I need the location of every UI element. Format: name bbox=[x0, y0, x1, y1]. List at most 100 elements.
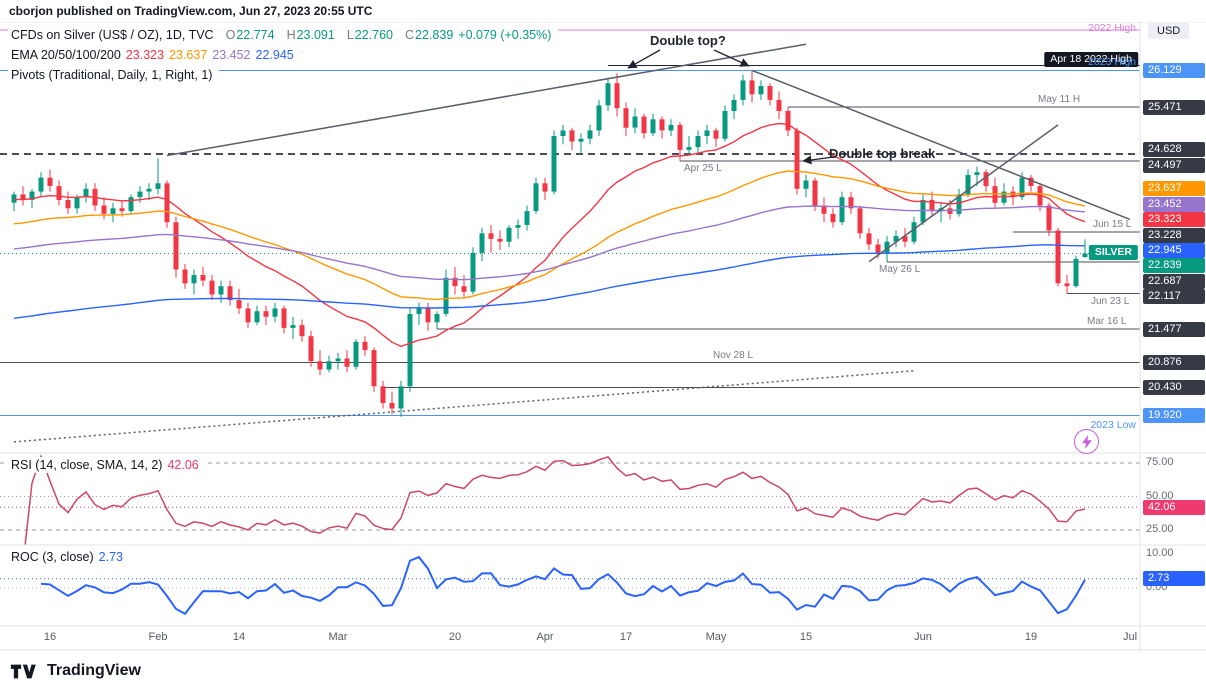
candle bbox=[893, 230, 899, 248]
currency-toggle[interactable]: USD bbox=[1148, 23, 1190, 39]
candle bbox=[605, 77, 611, 111]
candle bbox=[686, 136, 692, 156]
roc-legend: ROC (3, close) 2.73 bbox=[8, 549, 130, 565]
candle bbox=[290, 316, 296, 339]
lightning-icon bbox=[1081, 434, 1092, 449]
candle bbox=[767, 83, 773, 106]
candle bbox=[218, 280, 224, 303]
candle bbox=[983, 169, 989, 192]
trendline bbox=[13, 369, 915, 443]
candle bbox=[461, 275, 467, 298]
ema-20-value: 23.323 bbox=[125, 48, 165, 62]
ema-50-value: 23.637 bbox=[169, 48, 208, 62]
publish-info: cborjon published on TradingView.com, Ju… bbox=[9, 4, 373, 18]
candle bbox=[200, 266, 206, 287]
candle bbox=[866, 227, 872, 250]
candle bbox=[695, 130, 701, 153]
price-axis[interactable] bbox=[1140, 22, 1206, 650]
candle bbox=[308, 330, 314, 367]
candle bbox=[551, 130, 557, 195]
candle bbox=[335, 352, 341, 370]
roc-line bbox=[40, 555, 1086, 616]
candle bbox=[380, 380, 386, 409]
candle bbox=[659, 116, 665, 139]
ema-100-value: 23.452 bbox=[212, 48, 251, 62]
candle bbox=[830, 208, 836, 228]
trendline bbox=[868, 124, 1059, 263]
candle bbox=[614, 73, 620, 117]
candle bbox=[1073, 255, 1079, 288]
candle bbox=[740, 74, 746, 106]
candle bbox=[506, 225, 512, 248]
candle bbox=[785, 107, 791, 136]
time-axis[interactable] bbox=[0, 626, 1140, 650]
candle bbox=[299, 319, 305, 342]
candle bbox=[389, 391, 395, 415]
rsi-legend: RSI (14, close, SMA, 14, 2) 42.06 bbox=[8, 457, 206, 473]
candle bbox=[524, 205, 530, 231]
high-label: H bbox=[286, 28, 296, 42]
candle bbox=[155, 158, 161, 195]
ema-50-line bbox=[13, 170, 1086, 301]
tradingview-logo-icon bbox=[10, 664, 36, 678]
ema-legend: EMA 20/50/100/200 23.323 23.637 23.452 2… bbox=[8, 47, 301, 63]
low-label: L bbox=[346, 28, 354, 42]
candle bbox=[83, 183, 89, 203]
publish-header: cborjon published on TradingView.com, Ju… bbox=[0, 0, 1206, 22]
candle bbox=[650, 113, 656, 136]
candle bbox=[902, 227, 908, 248]
candle bbox=[1028, 174, 1034, 192]
candle bbox=[245, 302, 251, 328]
rsi-line bbox=[24, 454, 1086, 545]
candle bbox=[326, 355, 332, 373]
candle bbox=[713, 127, 719, 148]
pivots-title: Pivots (Traditional, Daily, 1, Right, 1) bbox=[11, 68, 213, 82]
candle bbox=[236, 288, 242, 314]
candle bbox=[1055, 227, 1061, 287]
candle bbox=[542, 177, 548, 200]
page-footer: TradingView bbox=[0, 651, 1206, 691]
roc-pane bbox=[0, 555, 1140, 616]
candle bbox=[641, 113, 647, 139]
boost-button[interactable] bbox=[1074, 429, 1099, 454]
candle bbox=[632, 108, 638, 134]
annotation-arrow bbox=[802, 155, 835, 165]
candle bbox=[191, 269, 197, 295]
main-legend: CFDs on Silver (US$ / OZ), 1D, TVC O 22.7… bbox=[8, 27, 559, 43]
candle bbox=[776, 91, 782, 120]
roc-title: ROC (3, close) bbox=[11, 550, 94, 564]
candle bbox=[560, 124, 566, 145]
ema-200-value: 22.945 bbox=[255, 48, 294, 62]
candle bbox=[398, 380, 404, 417]
trendline bbox=[751, 69, 1131, 221]
candle bbox=[470, 247, 476, 295]
tradingview-logo[interactable]: TradingView bbox=[10, 662, 141, 680]
candle bbox=[65, 191, 71, 214]
candle bbox=[839, 191, 845, 225]
open-value: 22.774 bbox=[236, 28, 275, 42]
candle bbox=[857, 205, 863, 239]
ema-100-line bbox=[13, 205, 1086, 281]
candle bbox=[362, 336, 368, 356]
pivots-legend: Pivots (Traditional, Daily, 1, Right, 1) bbox=[8, 67, 220, 83]
candle bbox=[965, 169, 971, 198]
candle bbox=[497, 230, 503, 250]
candle bbox=[803, 174, 809, 198]
candle bbox=[578, 133, 584, 153]
rsi-value: 42.06 bbox=[167, 458, 199, 472]
candle bbox=[128, 194, 134, 214]
low-value: 22.760 bbox=[354, 28, 394, 42]
candle bbox=[146, 183, 152, 200]
candle bbox=[749, 70, 755, 103]
rsi-pane bbox=[0, 454, 1140, 545]
candle bbox=[281, 305, 287, 334]
candle bbox=[443, 269, 449, 317]
high-value: 23.091 bbox=[296, 28, 335, 42]
annotation-arrow bbox=[627, 49, 661, 69]
rsi-title: RSI (14, close, SMA, 14, 2) bbox=[11, 458, 163, 472]
candle bbox=[317, 350, 323, 376]
candle bbox=[488, 225, 494, 253]
main-pane bbox=[0, 29, 1140, 443]
